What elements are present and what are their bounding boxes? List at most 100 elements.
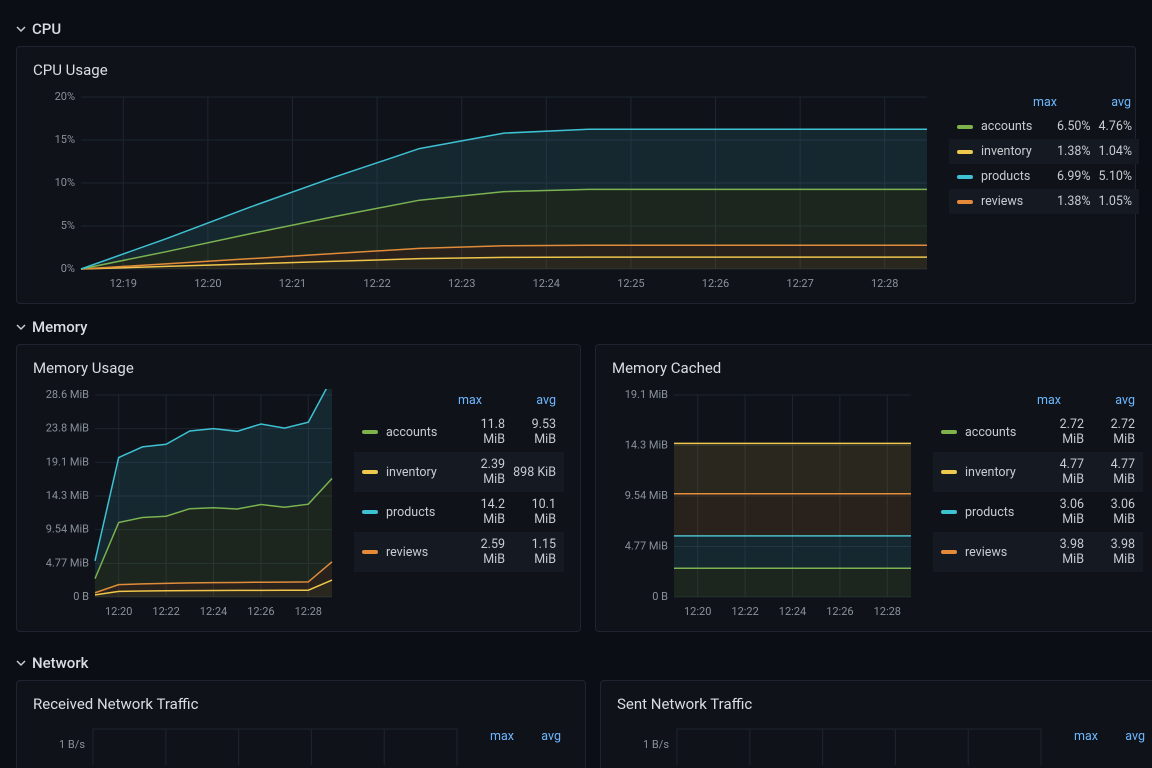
svg-text:12:26: 12:26 (702, 277, 729, 290)
legend-swatch (957, 150, 973, 154)
legend-col-max[interactable]: max (1071, 729, 1098, 744)
svg-text:1 B/s: 1 B/s (59, 738, 85, 751)
legend-series-name: inventory (965, 465, 1033, 480)
svg-text:14.3 MiB: 14.3 MiB (625, 439, 668, 452)
legend-series-name: accounts (981, 119, 1049, 134)
legend-avg: 3.98 MiB (1092, 537, 1135, 567)
svg-text:12:20: 12:20 (194, 277, 221, 290)
legend-row[interactable]: inventory4.77 MiB4.77 MiB (933, 452, 1143, 492)
svg-text:12:27: 12:27 (786, 277, 813, 290)
legend-row[interactable]: accounts11.8 MiB9.53 MiB (354, 412, 564, 452)
legend-avg: 10.1 MiB (513, 497, 556, 527)
chevron-down-icon (16, 658, 26, 668)
legend-row[interactable]: reviews 3.98 MiB 3.98 MiB (933, 532, 1143, 572)
legend-series-name: accounts (386, 425, 454, 440)
legend-series-name: accounts (965, 425, 1033, 440)
legend-avg: 3.06 MiB (1092, 497, 1135, 527)
legend-col-avg[interactable]: avg (1118, 729, 1145, 744)
legend-net-recv: max avg (479, 725, 569, 765)
legend-row[interactable]: accounts6.50%4.76% (949, 114, 1139, 139)
legend-col-max[interactable]: max (1007, 393, 1061, 408)
svg-text:1 B/s: 1 B/s (643, 738, 669, 751)
legend-series-name: reviews (965, 545, 1033, 560)
svg-text:19.1 MiB: 19.1 MiB (46, 455, 89, 468)
section-header-network[interactable]: Network (16, 654, 1136, 672)
legend-avg: 1.04% (1099, 144, 1133, 159)
legend-row[interactable]: products3.06 MiB3.06 MiB (933, 492, 1143, 532)
legend-row[interactable]: reviews2.59 MiB1.15 MiB (354, 532, 564, 572)
legend-swatch (941, 430, 957, 434)
legend-max: 2.72 MiB (1041, 417, 1084, 447)
legend-max: 6.50% (1057, 119, 1091, 134)
svg-text:12:25: 12:25 (617, 277, 644, 290)
svg-text:12:23: 12:23 (448, 277, 475, 290)
legend-row[interactable]: reviews1.38%1.05% (949, 189, 1139, 214)
legend-avg: 4.77 MiB (1092, 457, 1135, 487)
legend-series-name: products (386, 505, 454, 520)
svg-text:14.3 MiB: 14.3 MiB (46, 489, 89, 502)
legend-max: 1.38% (1057, 144, 1091, 159)
legend-col-avg[interactable]: avg (502, 393, 556, 408)
svg-text:12:24: 12:24 (533, 277, 560, 290)
legend-row[interactable]: accounts2.72 MiB2.72 MiB (933, 412, 1143, 452)
svg-text:5%: 5% (61, 219, 75, 232)
legend-max: 3.06 MiB (1041, 497, 1084, 527)
svg-text:20%: 20% (55, 91, 75, 103)
legend-max: 3.98 MiB (1041, 537, 1084, 567)
legend-col-max[interactable]: max (1003, 95, 1057, 110)
chart-net-sent[interactable]: 1 B/s (617, 725, 1047, 765)
legend-swatch (941, 550, 957, 554)
panel-cpu-usage: CPU Usage 0%5%10%15%20%12:1912:2012:2112… (16, 46, 1136, 304)
chevron-down-icon (16, 322, 26, 332)
svg-text:12:20: 12:20 (105, 605, 132, 618)
legend-max: 11.8 MiB (462, 417, 505, 447)
svg-text:4.77 MiB: 4.77 MiB (46, 556, 89, 569)
legend-row[interactable]: products6.99%5.10% (949, 164, 1139, 189)
legend-series-name: inventory (981, 144, 1049, 159)
svg-text:23.8 MiB: 23.8 MiB (46, 422, 89, 435)
legend-memory-usage: maxavgaccounts11.8 MiB9.53 MiBinventory2… (354, 389, 564, 619)
svg-text:12:21: 12:21 (279, 277, 306, 290)
legend-swatch (941, 510, 957, 514)
panel-title: Memory Usage (33, 359, 564, 377)
svg-text:12:26: 12:26 (247, 605, 274, 618)
legend-col-max[interactable]: max (428, 393, 482, 408)
panel-title: CPU Usage (33, 61, 1119, 79)
svg-text:0%: 0% (61, 262, 75, 275)
legend-max: 6.99% (1057, 169, 1091, 184)
panel-title: Received Network Traffic (33, 695, 569, 713)
legend-row[interactable]: inventory 2.39 MiB 898 KiB (354, 452, 564, 492)
legend-avg: 1.05% (1099, 194, 1133, 209)
legend-max: 2.39 MiB (462, 457, 505, 487)
legend-series-name: inventory (386, 465, 454, 480)
legend-avg: 898 KiB (513, 465, 556, 480)
legend-cpu-usage: maxavgaccounts6.50%4.76%inventory1.38%1.… (949, 91, 1139, 291)
chart-memory-usage[interactable]: 0 B4.77 MiB9.54 MiB14.3 MiB19.1 MiB23.8 … (33, 389, 338, 619)
section-title: Network (32, 654, 88, 672)
legend-swatch (957, 175, 973, 179)
legend-series-name: reviews (386, 545, 454, 560)
legend-row[interactable]: products14.2 MiB10.1 MiB (354, 492, 564, 532)
svg-text:12:28: 12:28 (874, 605, 901, 618)
legend-row[interactable]: inventory 1.38% 1.04% (949, 139, 1139, 164)
chart-memory-cached[interactable]: 0 B4.77 MiB9.54 MiB14.3 MiB19.1 MiB12:20… (612, 389, 917, 619)
panel-net-sent: Sent Network Traffic 1 B/s maxavg (600, 680, 1152, 768)
svg-text:12:24: 12:24 (779, 605, 806, 618)
section-header-cpu[interactable]: CPU (16, 20, 1136, 38)
svg-text:28.6 MiB: 28.6 MiB (46, 389, 89, 401)
svg-text:12:24: 12:24 (200, 605, 227, 618)
svg-text:12:26: 12:26 (826, 605, 853, 618)
svg-text:12:28: 12:28 (295, 605, 322, 618)
legend-swatch (362, 470, 378, 474)
panel-memory-cached: Memory Cached 0 B4.77 MiB9.54 MiB14.3 Mi… (595, 344, 1152, 632)
section-title: Memory (32, 318, 88, 336)
legend-col-avg[interactable]: avg (534, 729, 561, 744)
legend-series-name: reviews (981, 194, 1049, 209)
legend-col-avg[interactable]: avg (1077, 95, 1131, 110)
section-header-memory[interactable]: Memory (16, 318, 1136, 336)
legend-col-avg[interactable]: avg (1081, 393, 1135, 408)
legend-col-max[interactable]: max (487, 729, 514, 744)
chart-net-recv[interactable]: 1 B/s (33, 725, 463, 765)
chart-cpu-usage[interactable]: 0%5%10%15%20%12:1912:2012:2112:2212:2312… (33, 91, 933, 291)
legend-avg: 1.15 MiB (513, 537, 556, 567)
